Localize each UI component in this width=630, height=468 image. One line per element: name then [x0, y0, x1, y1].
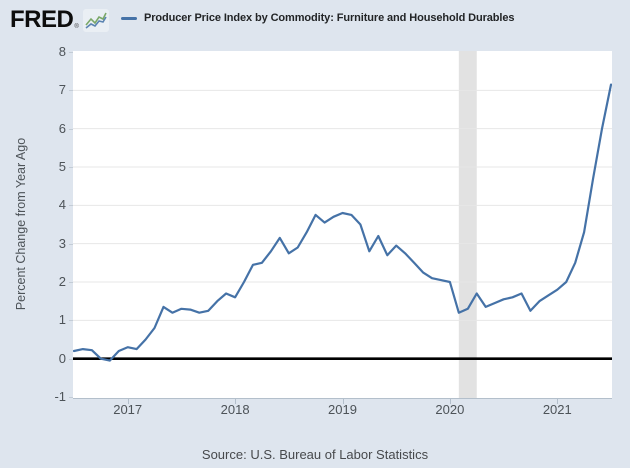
- y-tick-label: 8: [58, 44, 66, 59]
- x-tick-label: 2017: [113, 402, 143, 417]
- source-text: Source: U.S. Bureau of Labor Statistics: [201, 447, 429, 462]
- y-tick-mark: [69, 397, 73, 398]
- y-tick-label: 5: [58, 159, 66, 174]
- y-tick-mark: [69, 90, 73, 92]
- y-tick-label: -1: [54, 389, 66, 404]
- y-tick-mark: [69, 205, 73, 207]
- x-tick-label: 2021: [542, 402, 572, 417]
- fred-logo[interactable]: FRED ®: [10, 7, 109, 33]
- y-tick-mark: [69, 52, 73, 53]
- legend-label: Producer Price Index by Commodity: Furni…: [144, 12, 515, 24]
- y-tick-label: 6: [58, 120, 66, 136]
- y-tick-label: 2: [58, 274, 66, 289]
- series-line: [73, 83, 612, 362]
- y-tick-label: 4: [58, 197, 66, 213]
- x-axis-year-tick-mark: [235, 398, 237, 404]
- x-tick-label: 2019: [328, 402, 357, 417]
- y-axis-title: Percent Change from Year Ago: [14, 137, 28, 311]
- x-tick-label: 2020: [435, 402, 465, 417]
- y-tick-mark: [69, 128, 73, 130]
- chart-canvas[interactable]: [73, 51, 612, 398]
- legend-line-swatch: [121, 16, 137, 20]
- fred-logo-registered-mark: ®: [74, 24, 79, 30]
- x-tick-label: 2018: [220, 402, 250, 417]
- y-tick-label: 0: [58, 350, 66, 366]
- x-axis-year-tick-mark: [449, 398, 451, 404]
- y-tick-mark: [69, 282, 73, 283]
- y-tick-mark: [69, 243, 73, 245]
- recession-band: [458, 51, 477, 398]
- y-tick-mark: [69, 320, 73, 322]
- x-axis-year-tick-mark: [557, 398, 559, 404]
- y-tick-label: 7: [58, 82, 66, 98]
- x-axis-year-tick-mark: [127, 398, 129, 404]
- fred-logo-sparkline-icon: [82, 8, 109, 32]
- legend-item[interactable]: Producer Price Index by Commodity: Furni…: [121, 12, 515, 24]
- plot-area[interactable]: [73, 51, 612, 399]
- y-tick-mark: [69, 167, 73, 168]
- y-tick-label: 1: [58, 312, 66, 328]
- fred-logo-text: FRED: [10, 6, 74, 33]
- x-axis-year-tick-mark: [342, 398, 344, 404]
- y-tick-label: 3: [58, 235, 66, 251]
- y-tick-mark: [69, 358, 73, 360]
